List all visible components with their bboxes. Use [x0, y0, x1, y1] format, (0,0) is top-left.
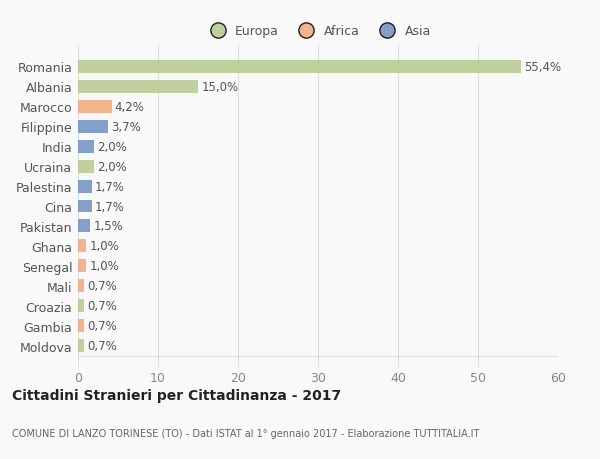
- Bar: [78, 180, 92, 193]
- Bar: [78, 160, 94, 173]
- Text: 1,0%: 1,0%: [89, 240, 119, 253]
- Text: 55,4%: 55,4%: [524, 61, 562, 73]
- Bar: [78, 260, 86, 273]
- Text: 0,7%: 0,7%: [87, 340, 116, 353]
- Text: 3,7%: 3,7%: [111, 120, 140, 133]
- Text: 1,7%: 1,7%: [95, 200, 125, 213]
- Text: 2,0%: 2,0%: [97, 160, 127, 173]
- Bar: [78, 280, 83, 293]
- Bar: [78, 120, 107, 133]
- Bar: [78, 240, 86, 253]
- Text: Cittadini Stranieri per Cittadinanza - 2017: Cittadini Stranieri per Cittadinanza - 2…: [12, 388, 341, 403]
- Text: 0,7%: 0,7%: [87, 300, 116, 313]
- Bar: [78, 101, 112, 113]
- Legend: Europa, Africa, Asia: Europa, Africa, Asia: [200, 20, 436, 43]
- Text: 0,7%: 0,7%: [87, 280, 116, 293]
- Bar: [78, 140, 94, 153]
- Text: COMUNE DI LANZO TORINESE (TO) - Dati ISTAT al 1° gennaio 2017 - Elaborazione TUT: COMUNE DI LANZO TORINESE (TO) - Dati IST…: [12, 428, 479, 438]
- Text: 1,5%: 1,5%: [93, 220, 123, 233]
- Bar: [78, 220, 90, 233]
- Text: 2,0%: 2,0%: [97, 140, 127, 153]
- Bar: [78, 200, 92, 213]
- Text: 1,7%: 1,7%: [95, 180, 125, 193]
- Text: 15,0%: 15,0%: [201, 80, 238, 94]
- Text: 4,2%: 4,2%: [115, 101, 145, 113]
- Bar: [78, 61, 521, 73]
- Bar: [78, 340, 83, 353]
- Text: 1,0%: 1,0%: [89, 260, 119, 273]
- Bar: [78, 80, 198, 93]
- Text: 0,7%: 0,7%: [87, 319, 116, 333]
- Bar: [78, 320, 83, 333]
- Bar: [78, 300, 83, 313]
